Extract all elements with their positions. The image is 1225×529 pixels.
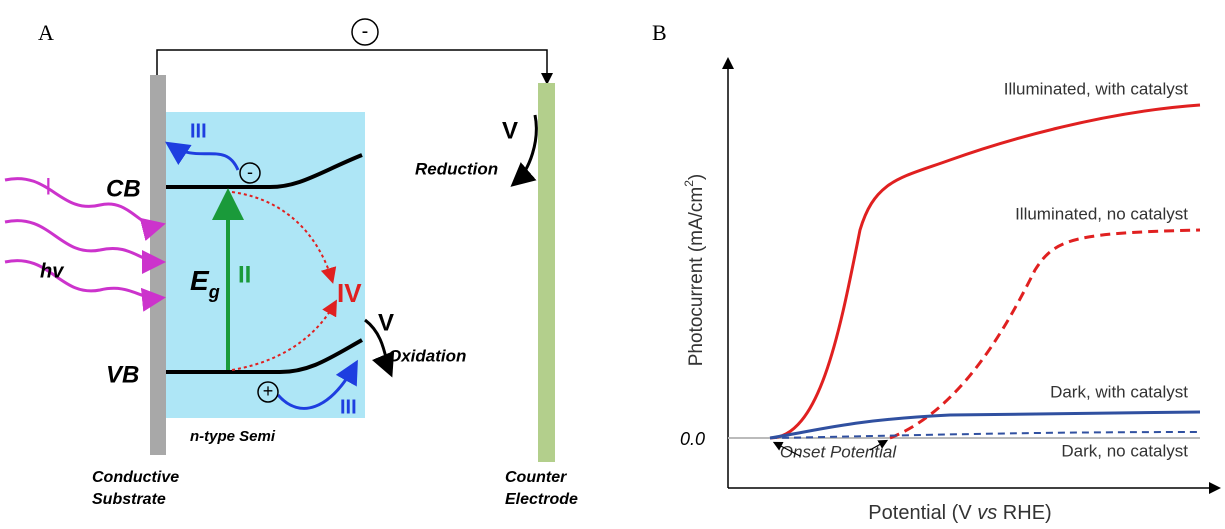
step-label: I bbox=[45, 173, 52, 200]
cb-label: CB bbox=[106, 175, 141, 202]
substrate-label: Conductive bbox=[92, 469, 179, 486]
onset-arrow bbox=[869, 439, 889, 451]
step-label: IV bbox=[337, 278, 362, 308]
hole: + bbox=[263, 381, 274, 401]
curve-label: Dark, no catalyst bbox=[1061, 441, 1188, 460]
light bbox=[4, 219, 166, 274]
light bbox=[4, 177, 166, 241]
x-axis-label: Potential (V vs RHE) bbox=[868, 502, 1051, 524]
recombination bbox=[231, 191, 337, 284]
y-label-end: ) bbox=[686, 174, 707, 180]
x-label-italic: vs bbox=[977, 502, 997, 524]
circuit-wire bbox=[156, 49, 553, 85]
semiconductor-label: n-type Semi bbox=[190, 428, 276, 445]
eg-label: Eg bbox=[190, 265, 220, 301]
panel-a: A - - + CB VB I hv Eg II III III IV V Ox… bbox=[4, 18, 578, 508]
reduction-arrow bbox=[510, 114, 538, 187]
recombination bbox=[231, 299, 337, 371]
electron-transfer bbox=[165, 141, 240, 171]
semiconductor bbox=[166, 112, 365, 418]
step-label: III bbox=[340, 396, 357, 418]
curve-label: Illuminated, with catalyst bbox=[1004, 79, 1189, 98]
hole-transfer bbox=[276, 359, 358, 410]
vb-band bbox=[166, 338, 363, 374]
step-label: III bbox=[190, 120, 207, 142]
reduction-label: Reduction bbox=[415, 159, 498, 178]
onset-label: Onset Potential bbox=[780, 442, 897, 461]
eg-main: E bbox=[190, 265, 210, 296]
substrate bbox=[150, 75, 166, 455]
counter-electrode bbox=[538, 83, 555, 462]
curve bbox=[769, 431, 1201, 439]
eg-sub: g bbox=[208, 282, 220, 302]
counter-label: Counter bbox=[505, 469, 567, 486]
step-label: V bbox=[502, 117, 518, 144]
step-label: II bbox=[238, 261, 251, 288]
panel-label: A bbox=[38, 20, 54, 45]
y-label-text: Photocurrent (mA/cm bbox=[686, 187, 707, 367]
panel-b: B 0.0 Illuminated, with catalyst Illumin… bbox=[652, 20, 1221, 524]
panel-label: B bbox=[652, 20, 667, 45]
vb-label: VB bbox=[106, 361, 139, 388]
hole-circle bbox=[257, 381, 279, 403]
electron-circle bbox=[239, 162, 261, 184]
oxidation-arrow bbox=[364, 318, 395, 378]
electron: - bbox=[247, 162, 253, 182]
light bbox=[4, 259, 166, 312]
curve bbox=[769, 103, 1201, 440]
step-label: V bbox=[378, 309, 394, 336]
zero-label: 0.0 bbox=[680, 429, 705, 449]
charge: - bbox=[362, 20, 369, 42]
onset-arrow bbox=[772, 441, 801, 457]
oxidation-label: Oxidation bbox=[388, 346, 466, 365]
cb-band bbox=[166, 153, 363, 189]
y-axis-label: Photocurrent (mA/cm2) bbox=[682, 174, 707, 367]
charge-circle bbox=[351, 18, 379, 46]
curve-label: Illuminated, no catalyst bbox=[1015, 204, 1188, 223]
curve-label: Dark, with catalyst bbox=[1050, 382, 1188, 401]
substrate-label: Substrate bbox=[92, 491, 166, 508]
y-label-sup: 2 bbox=[682, 180, 696, 187]
curve bbox=[769, 410, 1201, 440]
hv-label: hv bbox=[40, 260, 65, 282]
x-label-start: Potential (V bbox=[868, 502, 977, 524]
x-label-end: RHE) bbox=[997, 502, 1051, 524]
counter-label: Electrode bbox=[505, 491, 578, 508]
curve bbox=[889, 228, 1201, 440]
